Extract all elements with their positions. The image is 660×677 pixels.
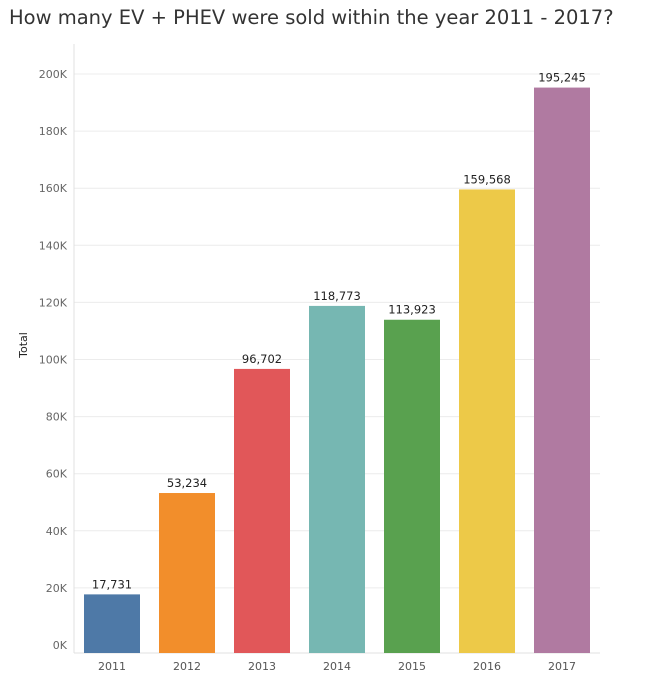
bar-2012 — [159, 493, 215, 653]
y-tick-label: 60K — [46, 468, 68, 481]
bar-2013 — [234, 368, 290, 653]
y-tick-label: 80K — [46, 411, 68, 424]
data-label-2016: 159,568 — [463, 172, 511, 186]
y-tick-label: 120K — [39, 296, 68, 309]
x-tick-label-2012: 2012 — [173, 660, 201, 673]
bar-2017 — [534, 87, 590, 654]
bar-2015 — [384, 319, 440, 653]
y-tick-label: 200K — [39, 68, 68, 81]
y-tick-label: 140K — [39, 239, 68, 252]
data-label-2017: 195,245 — [538, 71, 586, 85]
y-tick-label: 20K — [46, 582, 68, 595]
x-tick-label-2013: 2013 — [248, 660, 276, 673]
x-tick-label-2011: 2011 — [98, 660, 126, 673]
data-label-2014: 118,773 — [313, 289, 361, 303]
bar-2011 — [84, 594, 140, 653]
x-tick-label-2014: 2014 — [323, 660, 351, 673]
x-tick-label-2017: 2017 — [548, 660, 576, 673]
y-axis-title: Total — [17, 332, 30, 359]
y-tick-label: 160K — [39, 182, 68, 195]
bars — [84, 87, 590, 654]
x-tick-label-2016: 2016 — [473, 660, 501, 673]
y-tick-label: 180K — [39, 125, 68, 138]
bar-2014 — [309, 305, 365, 653]
data-labels: 17,731 53,234 96,702 118,773 113,923 159,568 1… — [92, 71, 586, 592]
data-label-2012: 53,234 — [167, 476, 207, 490]
data-label-2011: 17,731 — [92, 577, 132, 591]
data-label-2013: 96,702 — [242, 352, 282, 366]
x-tick-label-2015: 2015 — [398, 660, 426, 673]
y-tick-label: 0K — [53, 639, 68, 652]
data-label-2015: 113,923 — [388, 303, 436, 317]
bar-2016 — [459, 189, 515, 654]
chart-title: How many EV + PHEV were sold within the … — [9, 6, 614, 29]
y-tick-label: 100K — [39, 354, 68, 367]
y-tick-label: 40K — [46, 525, 68, 538]
